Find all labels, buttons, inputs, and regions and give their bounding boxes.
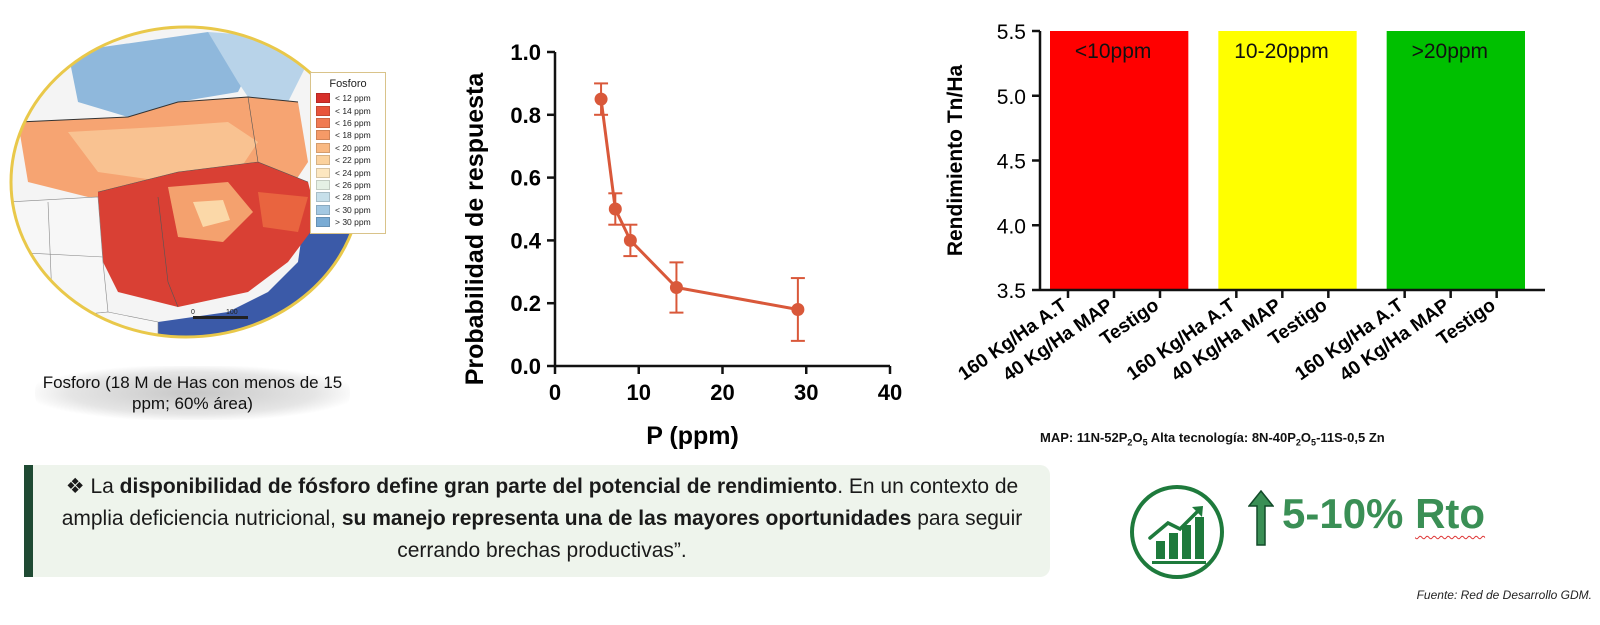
legend-label: < 26 ppm bbox=[335, 179, 371, 190]
legend-swatch bbox=[316, 142, 330, 153]
legend-item: < 20 ppm bbox=[311, 142, 385, 154]
y-tick-label: 4.0 bbox=[997, 215, 1026, 238]
legend-item: < 26 ppm bbox=[311, 179, 385, 191]
x-tick-label: 30 bbox=[794, 380, 818, 405]
map-legend: Fosforo < 12 ppm < 14 ppm < 16 ppm < 18 ppm… bbox=[310, 72, 386, 234]
y-tick-label: 0.4 bbox=[510, 228, 541, 253]
legend-label: < 28 ppm bbox=[335, 192, 371, 203]
yield-increase-unit: Rto bbox=[1415, 490, 1486, 537]
legend-item: < 12 ppm bbox=[311, 92, 385, 104]
group-label: 10-20ppm bbox=[1234, 40, 1329, 63]
legend-label: < 12 ppm bbox=[335, 93, 371, 104]
y-tick-label: 5.0 bbox=[997, 86, 1026, 109]
data-point bbox=[791, 302, 805, 316]
legend-label: < 30 ppm bbox=[335, 204, 371, 215]
response-probability-chart: 0.0 0.2 0.4 0.6 0.8 1.0 0 10 20 30 40 P (ppm) Probab… bbox=[461, 40, 902, 450]
footnote-at: Alta tecnología: 8N-40P bbox=[1147, 430, 1296, 445]
up-arrow-icon bbox=[1248, 490, 1274, 546]
group-bar bbox=[1386, 31, 1525, 290]
legend-item: > 30 ppm bbox=[311, 216, 385, 228]
legend-item: < 28 ppm bbox=[311, 191, 385, 203]
y-tick-label: 1.0 bbox=[510, 40, 541, 65]
legend-swatch bbox=[316, 155, 330, 166]
callout-accent-bar bbox=[24, 465, 33, 577]
data-point bbox=[623, 233, 637, 247]
legend-swatch bbox=[316, 179, 330, 190]
data-point bbox=[594, 92, 608, 106]
legend-label: < 18 ppm bbox=[335, 130, 371, 141]
map-caption: Fosforo (18 M de Has con menos de 15 ppm… bbox=[42, 373, 343, 413]
legend-label: > 30 ppm bbox=[335, 217, 371, 228]
callout-text: ❖ La disponibilidad de fósforo define gr… bbox=[61, 475, 1023, 562]
x-tick-label: 40 bbox=[878, 380, 902, 405]
y-axis-label: Rendimiento Tn/Ha bbox=[944, 65, 967, 257]
legend-swatch bbox=[316, 117, 330, 128]
legend-label: < 16 ppm bbox=[335, 117, 371, 128]
legend-label: < 20 ppm bbox=[335, 142, 371, 153]
legend-item: < 22 ppm bbox=[311, 154, 385, 166]
legend-item: < 24 ppm bbox=[311, 166, 385, 178]
y-tick-label: 0.2 bbox=[510, 291, 541, 316]
y-tick-label: 4.5 bbox=[997, 151, 1026, 174]
legend-title: Fosforo bbox=[329, 78, 367, 90]
fertilizer-footnote: MAP: 11N-52P2O5 Alta tecnología: 8N-40P2… bbox=[1040, 430, 1385, 448]
legend-label: < 22 ppm bbox=[335, 155, 371, 166]
growth-chart-icon bbox=[1130, 485, 1224, 579]
key-message-callout: ❖ La disponibilidad de fósforo define gr… bbox=[24, 465, 1050, 577]
y-tick-label: 0.8 bbox=[510, 103, 541, 128]
group-bar bbox=[1050, 31, 1189, 290]
scale-label-0: 0 bbox=[191, 309, 195, 316]
y-tick-label: 0.6 bbox=[510, 166, 541, 191]
scale-label-100: 100 bbox=[226, 309, 238, 316]
map-graphic: 0 100 bbox=[9, 25, 363, 339]
yield-increase-label: 5-10% Rto bbox=[1282, 490, 1485, 538]
legend-swatch bbox=[316, 105, 330, 116]
legend-swatch bbox=[316, 217, 330, 228]
y-tick-label: 3.5 bbox=[997, 280, 1026, 303]
group-label: <10ppm bbox=[1075, 40, 1151, 63]
group-bar bbox=[1218, 31, 1357, 290]
footnote-map: MAP: 11N-52P bbox=[1040, 430, 1128, 445]
legend-label: < 14 ppm bbox=[335, 105, 371, 116]
series-line bbox=[599, 98, 799, 311]
legend-item: < 14 ppm bbox=[311, 104, 385, 116]
data-point bbox=[669, 281, 683, 294]
y-axis-label: Probabilidad de respuesta bbox=[461, 72, 489, 386]
legend-swatch bbox=[316, 192, 330, 203]
phosphorus-map: 0 100 Fosforo < 12 ppm < 14 ppm < 16 ppm < … bbox=[8, 22, 386, 342]
data-point bbox=[608, 202, 622, 216]
yield-increase-value: 5-10% bbox=[1282, 490, 1404, 537]
legend-swatch bbox=[316, 204, 330, 215]
legend-item: < 16 ppm bbox=[311, 117, 385, 129]
map-caption-box: Fosforo (18 M de Has con menos de 15 ppm… bbox=[25, 362, 360, 424]
legend-swatch bbox=[316, 93, 330, 104]
y-tick-label: 5.5 bbox=[997, 21, 1026, 44]
legend-item: < 18 ppm bbox=[311, 129, 385, 141]
legend-swatch bbox=[316, 167, 330, 178]
y-tick-label: 0.0 bbox=[510, 354, 541, 379]
yield-bar-chart: <10ppm 10-20ppm >20ppm 3.5 4.0 4.5 5.0 5.5 Rendi… bbox=[944, 21, 1545, 386]
legend-item: < 30 ppm bbox=[311, 204, 385, 216]
x-tick-label: 10 bbox=[627, 380, 651, 405]
bullet-icon: ❖ bbox=[65, 475, 85, 498]
source-note: Fuente: Red de Desarrollo GDM. bbox=[1416, 588, 1592, 602]
group-label: >20ppm bbox=[1412, 40, 1488, 63]
x-tick-label: 0 bbox=[549, 380, 561, 405]
x-axis-label: P (ppm) bbox=[646, 422, 739, 450]
x-tick-label: 20 bbox=[710, 380, 734, 405]
legend-swatch bbox=[316, 130, 330, 141]
legend-label: < 24 ppm bbox=[335, 167, 371, 178]
